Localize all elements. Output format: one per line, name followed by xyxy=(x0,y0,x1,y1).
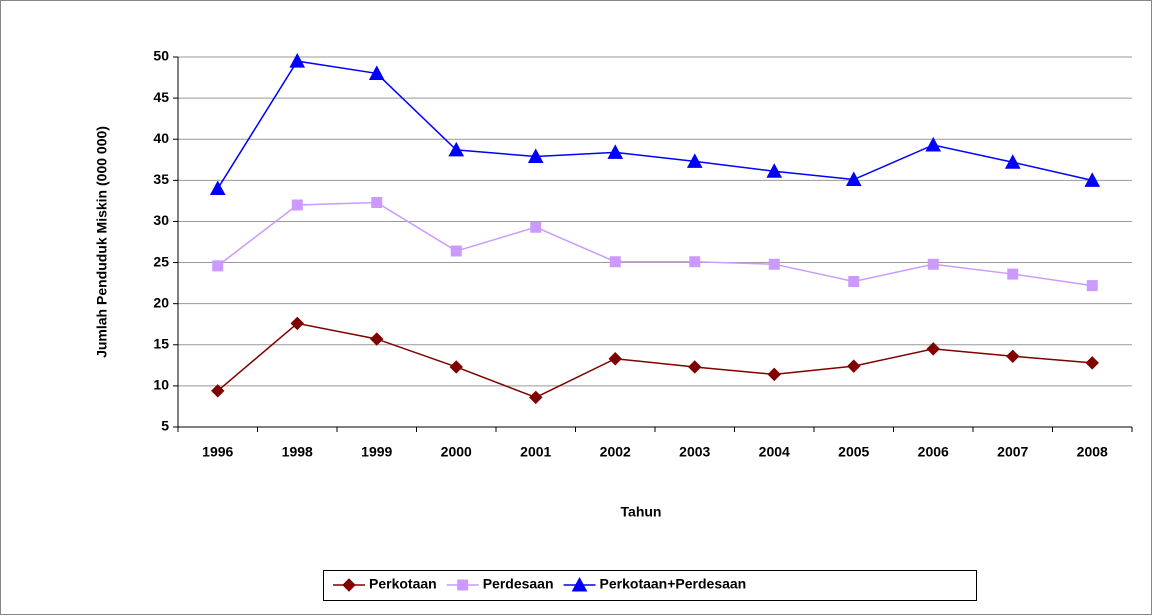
y-tick-label: 10 xyxy=(153,377,169,393)
data-point xyxy=(370,332,384,346)
y-axis-title: Jumlah Penduduk Miskin (000 000) xyxy=(94,126,110,358)
x-tick-label: 2005 xyxy=(838,444,869,460)
data-point xyxy=(847,359,861,373)
data-point xyxy=(608,352,622,366)
y-tick-label: 25 xyxy=(153,253,169,269)
x-tick-label: 1999 xyxy=(361,444,392,460)
x-tick-label: 2003 xyxy=(679,444,710,460)
data-point xyxy=(450,245,462,257)
data-point xyxy=(527,148,544,163)
legend-label: Perkotaan xyxy=(369,576,437,592)
data-point xyxy=(848,275,860,287)
x-tick-label: 2007 xyxy=(997,444,1028,460)
legend-box xyxy=(323,570,977,601)
x-tick-label: 2002 xyxy=(600,444,631,460)
data-point xyxy=(766,163,783,178)
data-point xyxy=(688,360,702,374)
data-point xyxy=(1086,280,1098,292)
x-axis-title: Tahun xyxy=(621,504,662,520)
data-point xyxy=(1006,349,1020,363)
data-point xyxy=(1004,154,1021,169)
series-line xyxy=(217,201,1093,287)
data-point xyxy=(291,199,303,211)
data-point xyxy=(845,171,862,187)
series-line xyxy=(217,322,1093,399)
data-point xyxy=(289,53,306,68)
y-tick-label: 5 xyxy=(161,418,169,434)
y-tick-label: 15 xyxy=(153,335,169,351)
data-point xyxy=(609,256,621,268)
legend-marker xyxy=(457,579,469,591)
data-point xyxy=(209,180,226,196)
x-tick-label: 2004 xyxy=(759,444,790,460)
data-point xyxy=(927,258,939,270)
series-line xyxy=(217,60,1093,189)
data-point xyxy=(686,153,703,168)
y-tick-label: 30 xyxy=(153,212,169,228)
data-point xyxy=(371,197,383,209)
x-tick-label: 2008 xyxy=(1077,444,1108,460)
data-point xyxy=(211,384,225,398)
y-tick-label: 50 xyxy=(153,48,169,64)
legend-marker xyxy=(342,578,356,592)
data-point xyxy=(925,136,942,152)
data-point xyxy=(1007,268,1019,280)
x-tick-label: 2000 xyxy=(441,444,472,460)
y-tick-label: 20 xyxy=(153,294,169,310)
x-tick-label: 1996 xyxy=(202,444,233,460)
data-point xyxy=(448,141,465,157)
y-tick-label: 40 xyxy=(153,130,169,146)
data-point xyxy=(607,144,624,159)
legend-marker xyxy=(571,576,588,592)
y-tick-label: 35 xyxy=(153,171,169,187)
data-point xyxy=(368,65,385,80)
x-tick-label: 2006 xyxy=(918,444,949,460)
x-tick-label: 2001 xyxy=(520,444,551,460)
data-point xyxy=(926,342,940,356)
data-point xyxy=(212,260,224,272)
data-point xyxy=(449,360,463,374)
data-point xyxy=(529,390,543,405)
y-tick-label: 45 xyxy=(153,89,169,105)
data-point xyxy=(1085,356,1099,370)
data-point xyxy=(689,256,701,268)
data-point xyxy=(768,258,780,270)
data-point xyxy=(767,367,781,382)
data-point xyxy=(1084,172,1101,187)
data-point xyxy=(530,221,542,233)
data-point xyxy=(290,316,304,331)
x-tick-label: 1998 xyxy=(282,444,313,460)
legend-label: Perkotaan+Perdesaan xyxy=(600,576,747,592)
legend-label: Perdesaan xyxy=(483,576,554,592)
